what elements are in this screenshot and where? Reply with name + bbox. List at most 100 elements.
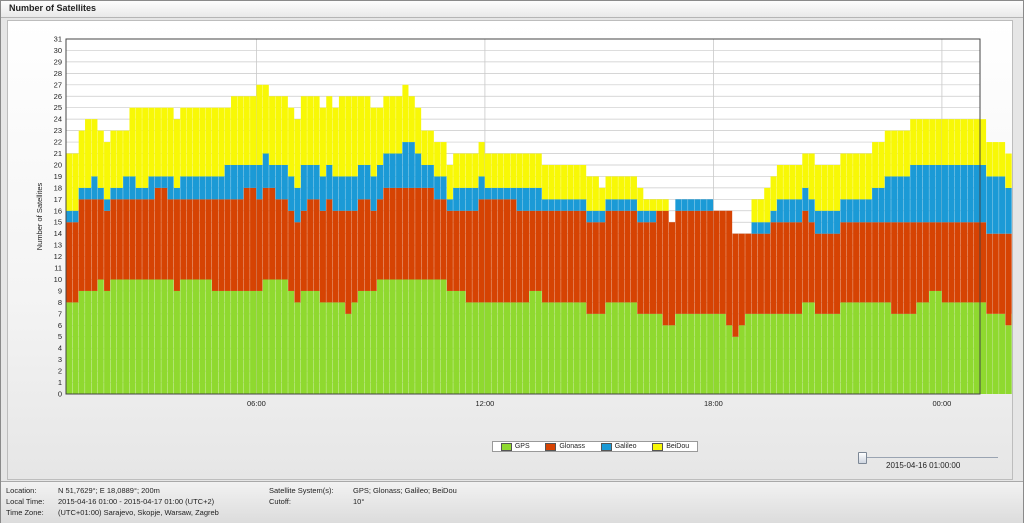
bar-segment-glonass [319, 210, 326, 303]
bar-segment-beidou [567, 164, 574, 200]
y-tick-label: 17 [54, 195, 62, 204]
bar-segment-galileo [529, 187, 536, 211]
bar-segment-galileo [357, 164, 365, 200]
window-title: Number of Satellites [9, 3, 97, 13]
bar-segment-galileo [78, 187, 85, 200]
bar-segment-glonass [548, 210, 555, 303]
bar-segment-galileo [91, 176, 98, 200]
bar-segment-galileo [681, 199, 688, 211]
bar-segment-beidou [554, 164, 561, 200]
bar-segment-beidou [338, 96, 345, 177]
legend-item-glonass: Glonass [545, 442, 585, 451]
bar-segment-glonass [192, 199, 199, 280]
bar-segment-galileo [922, 164, 929, 223]
satellite-systems-value: GPS; Glonass; Galileo; BeiDou [353, 486, 457, 495]
time-slider[interactable]: 2015-04-16 01:00:00 [858, 451, 1000, 475]
bar-segment-galileo [535, 187, 542, 211]
bar-segment-gps [980, 302, 987, 394]
bar-segment-beidou [821, 164, 828, 211]
bar-segment-glonass [91, 199, 98, 291]
y-tick-label: 14 [54, 229, 62, 238]
time-slider-label: 2015-04-16 01:00:00 [886, 461, 961, 470]
bar-segment-galileo [884, 176, 891, 223]
time-slider-track[interactable] [858, 457, 998, 458]
bar-segment-beidou [611, 176, 618, 200]
bar-segment-gps [173, 290, 180, 394]
legend-item-galileo: Galileo [600, 442, 637, 451]
bar-segment-glonass [713, 210, 720, 314]
bar-segment-beidou [250, 96, 257, 165]
bar-segment-gps [205, 279, 212, 394]
bar-segment-beidou [662, 199, 669, 211]
bar-segment-gps [135, 279, 142, 394]
bar-segment-gps [66, 302, 73, 394]
bar-segment-beidou [186, 107, 193, 177]
bar-segment-galileo [192, 176, 199, 200]
bar-segment-gps [85, 290, 92, 394]
bar-segment-glonass [980, 222, 987, 303]
bar-segment-glonass [167, 199, 174, 280]
bar-segment-glonass [66, 222, 73, 303]
legend-item-gps: GPS [500, 442, 530, 451]
bar-segment-beidou [351, 96, 358, 177]
bar-segment-galileo [351, 176, 358, 211]
bar-segment-glonass [72, 222, 79, 303]
bar-segment-galileo [605, 199, 612, 211]
bar-segment-galileo [960, 164, 968, 223]
bar-segment-galileo [231, 164, 238, 200]
bar-segment-beidou [231, 96, 238, 165]
bar-segment-beidou [516, 153, 523, 188]
bar-segment-gps [865, 302, 872, 394]
bar-segment-beidou [205, 107, 212, 177]
bar-segment-beidou [332, 107, 339, 177]
bar-segment-glonass [973, 222, 980, 303]
y-tick-label: 27 [54, 80, 62, 89]
bar-segment-glonass [326, 199, 333, 303]
bar-segment-gps [929, 290, 936, 394]
bar-segment-gps [497, 302, 504, 394]
bar-segment-galileo [250, 164, 257, 188]
bar-segment-glonass [922, 222, 929, 303]
bar-segment-beidou [992, 142, 999, 177]
bar-segment-beidou [364, 96, 371, 165]
bar-segment-gps [834, 313, 841, 394]
bar-segment-gps [218, 290, 225, 394]
bar-segment-galileo [199, 176, 206, 200]
bar-segment-galileo [446, 199, 453, 211]
bar-segment-glonass [523, 210, 530, 303]
bar-segment-glonass [516, 210, 523, 303]
bar-segment-gps [250, 290, 257, 394]
bar-segment-beidou [789, 164, 796, 200]
bar-segment-gps [402, 279, 409, 394]
time-slider-thumb[interactable] [858, 452, 867, 464]
bar-segment-galileo [840, 199, 847, 223]
bar-segment-galileo [205, 176, 212, 200]
bar-segment-gps [542, 302, 549, 394]
bar-segment-glonass [954, 222, 961, 303]
bar-segment-glonass [389, 187, 396, 280]
bar-segment-galileo [967, 164, 974, 223]
bar-segment-galileo [269, 164, 276, 188]
bar-segment-glonass [104, 210, 111, 291]
bar-segment-galileo [814, 210, 822, 234]
bar-segment-galileo [218, 176, 225, 200]
bar-segment-glonass [440, 199, 447, 280]
bar-segment-gps [275, 279, 282, 394]
time-zone-label: Time Zone: [6, 508, 44, 517]
bar-segment-gps [903, 313, 910, 394]
bar-segment-galileo [637, 210, 644, 223]
bar-segment-galileo [434, 176, 441, 200]
bar-segment-gps [440, 279, 447, 394]
bar-segment-gps [523, 302, 530, 394]
bar-segment-beidou [370, 107, 377, 177]
bar-segment-glonass [694, 210, 701, 314]
bar-segment-beidou [872, 142, 879, 188]
bar-segment-glonass [897, 222, 904, 314]
bar-segment-beidou [592, 176, 599, 211]
bar-segment-gps [262, 279, 269, 394]
bar-segment-beidou [751, 199, 758, 223]
bar-segment-beidou [478, 142, 485, 177]
bar-segment-beidou [180, 107, 187, 177]
bar-segment-gps [484, 302, 491, 394]
bar-segment-galileo [821, 210, 828, 234]
